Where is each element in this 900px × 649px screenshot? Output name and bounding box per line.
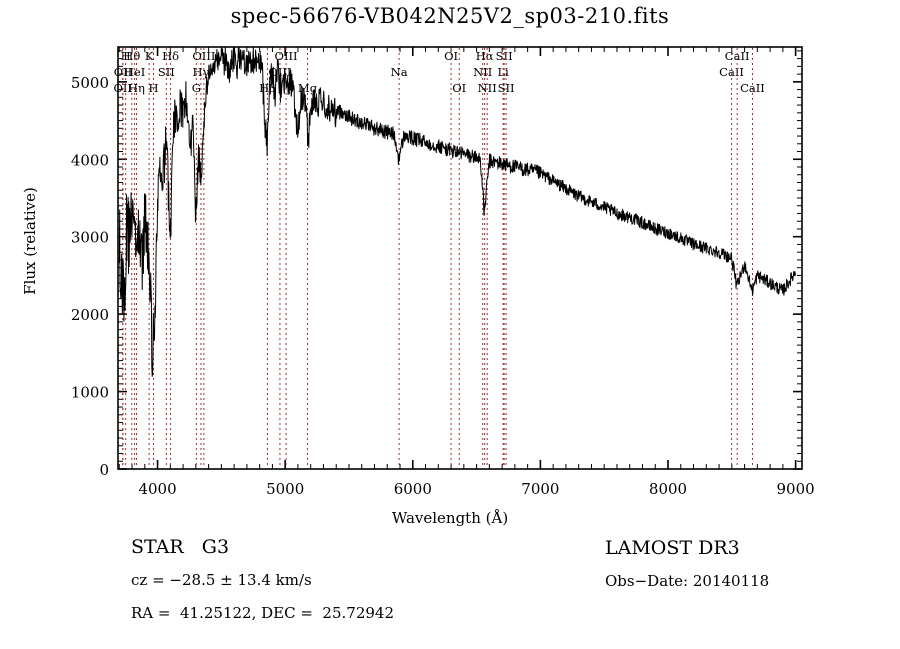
y-axis-label: Flux (relative) (21, 187, 39, 295)
x-tick-label: 4000 (138, 480, 176, 498)
spectrum-trace (118, 46, 796, 377)
y-tick-label: 4000 (71, 151, 109, 169)
spectral-line-label: Mg (298, 81, 318, 95)
spectral-line-label: SII (498, 81, 515, 95)
page-title: spec-56676-VB042N25V2_sp03-210.fits (230, 4, 670, 28)
spectral-line-label: NII (478, 81, 497, 95)
spectral-line-label: OI (452, 81, 466, 95)
spectral-line-label: H (121, 49, 131, 63)
x-axis-label: Wavelength (Å) (391, 509, 509, 527)
y-tick-label: 0 (99, 461, 109, 479)
spectral-line-label: Na (391, 65, 408, 79)
spectral-line-label: K (145, 49, 154, 63)
footer-coordinates: RA = 41.25122, DEC = 25.72942 (131, 604, 395, 622)
footer-survey: LAMOST DR3 (605, 537, 740, 559)
spectral-line-label: CaII (719, 65, 744, 79)
spectral-line-label: G (192, 81, 201, 95)
spectral-line-label: SII (158, 65, 175, 79)
footer-star-class: STAR G3 (131, 536, 230, 558)
axis-box (117, 46, 803, 470)
spectral-line-label: Hδ (162, 49, 179, 63)
plot-frame (117, 46, 803, 470)
spectral-line-label: H (148, 81, 158, 95)
x-tick-label: 9000 (777, 480, 815, 498)
spectral-line-label: Hα (476, 49, 494, 63)
spectral-line-label: OIII (192, 49, 215, 63)
footer-obs-date: Obs−Date: 20140118 (605, 572, 770, 590)
axis-ticks: 4000 5000 6000 7000 8000 9000 0 1000 2000 3000 400… (71, 47, 815, 498)
spectral-line-label: Hθ (123, 49, 140, 63)
x-tick-label: 6000 (394, 480, 432, 498)
spectral-line-label: SII (496, 49, 513, 63)
footer-redshift: cz = −28.5 ± 13.4 km/s (131, 571, 312, 589)
x-tick-label: 8000 (649, 480, 687, 498)
y-tick-label: 1000 (71, 384, 109, 402)
spectral-line-label: Hγ (192, 65, 209, 79)
spectral-line-label: NII (473, 65, 492, 79)
spectral-line-label: HeI (124, 65, 145, 79)
spectral-line-label: Li (497, 65, 509, 79)
x-tick-label: 5000 (266, 480, 304, 498)
spectral-line-label: OIII (275, 49, 298, 63)
line-marker-group: OIIHOIIHθHηHeIKHSIIHδHγGOIIIHβOIIIOIIIMg… (113, 48, 765, 468)
y-tick-label: 3000 (71, 229, 109, 247)
spectral-line-label: Hη (128, 81, 145, 95)
spectral-line-label: OI (444, 49, 458, 63)
x-tick-label: 7000 (521, 480, 559, 498)
y-tick-label: 2000 (71, 306, 109, 324)
spectral-line-label: CaII (725, 49, 750, 63)
spectral-line-label: OII (114, 65, 133, 79)
y-tick-label: 5000 (71, 74, 109, 92)
spectral-line-label: CaII (740, 81, 765, 95)
